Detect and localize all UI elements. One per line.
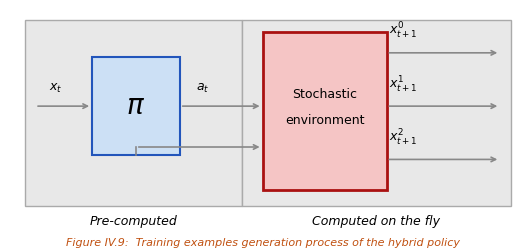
FancyBboxPatch shape	[242, 20, 510, 206]
Text: Computed on the fly: Computed on the fly	[312, 215, 440, 228]
Text: environment: environment	[285, 114, 364, 127]
Text: $x_t$: $x_t$	[49, 81, 62, 94]
Text: $x_{t+1}^{2}$: $x_{t+1}^{2}$	[389, 128, 418, 148]
Text: Stochastic: Stochastic	[292, 88, 357, 101]
Text: $x_{t+1}^{0}$: $x_{t+1}^{0}$	[389, 21, 418, 41]
FancyBboxPatch shape	[92, 57, 180, 155]
Text: Pre-computed: Pre-computed	[89, 215, 177, 228]
FancyBboxPatch shape	[262, 32, 386, 190]
Text: Figure IV.9:  Training examples generation process of the hybrid policy: Figure IV.9: Training examples generatio…	[66, 238, 459, 248]
Text: $x_{t+1}^{1}$: $x_{t+1}^{1}$	[389, 74, 418, 94]
FancyBboxPatch shape	[25, 20, 242, 206]
Text: $\pi$: $\pi$	[127, 93, 145, 120]
Text: $a_t$: $a_t$	[196, 81, 210, 94]
